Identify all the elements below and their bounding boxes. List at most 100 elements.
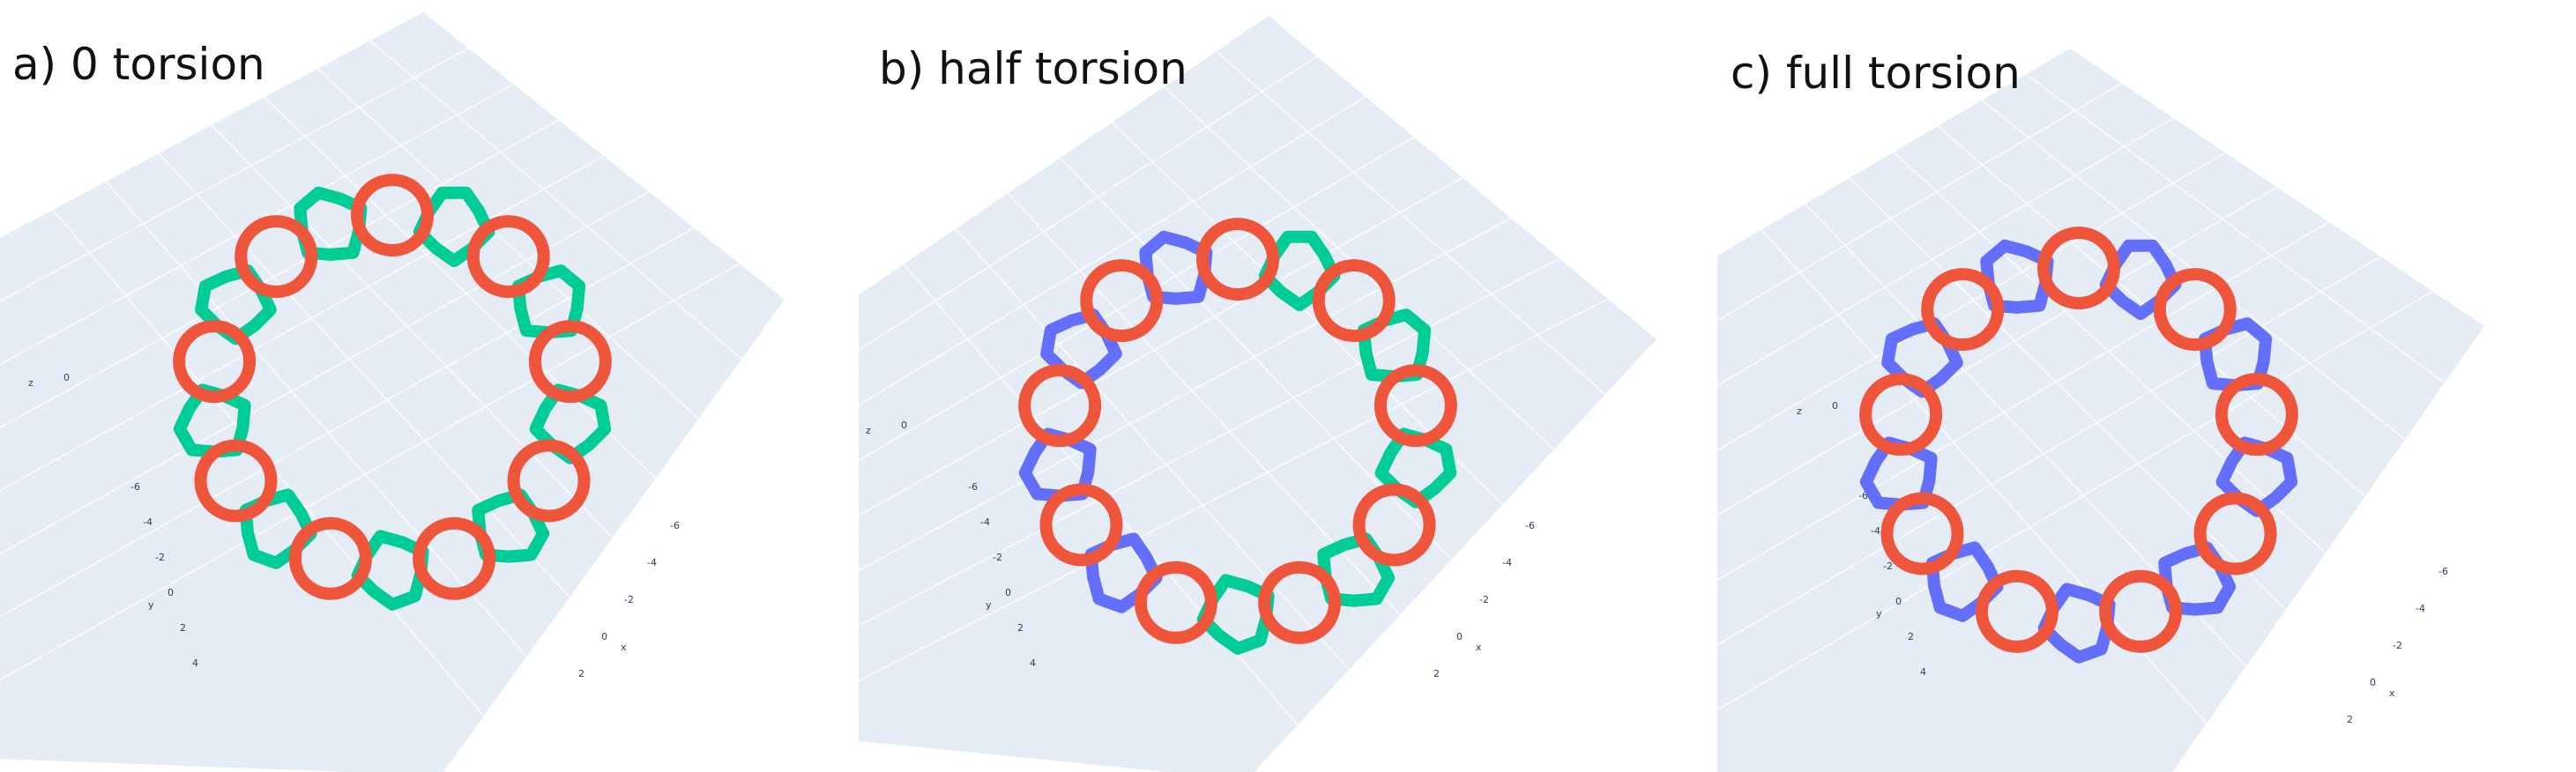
- knot-mark: [239, 488, 317, 569]
- x-tick-label: -6: [1525, 520, 1535, 531]
- grid-line: [0, 48, 469, 302]
- grid-line: [955, 228, 1350, 671]
- ring-circle-mark: [1258, 560, 1342, 644]
- y-tick-label: 0: [1005, 587, 1011, 598]
- x-tick-label: -2: [624, 594, 634, 605]
- y-tick-label: 0: [168, 587, 174, 598]
- grid-line: [1717, 256, 2381, 646]
- floor-plane: [0, 12, 785, 772]
- knot-mark: [1139, 230, 1213, 305]
- ring-circle-mark: [1374, 364, 1457, 448]
- ring-circle-mark: [2037, 226, 2120, 310]
- grid-line: [0, 263, 741, 681]
- grid-line: [859, 96, 1366, 406]
- ring-circle-mark: [173, 320, 257, 404]
- grid-line: [859, 176, 1463, 516]
- grid-line: [1717, 291, 2433, 711]
- grid-line: [1717, 117, 2174, 386]
- x-tick-label: -6: [670, 520, 680, 531]
- x-tick-label: 2: [2347, 714, 2353, 725]
- scene-floor: [1717, 48, 2484, 772]
- knot-mark: [1317, 532, 1396, 607]
- y-tick-label: -2: [993, 552, 1002, 563]
- grid-line: [105, 181, 527, 657]
- ring-circle-mark: [528, 320, 612, 404]
- scene-floor: [0, 12, 785, 772]
- knot-mark: [1196, 574, 1275, 655]
- x-tick-label: -2: [2393, 640, 2402, 651]
- ring-circle-mark: [1134, 560, 1217, 644]
- ring-circle-mark: [1039, 483, 1123, 567]
- ring-circle-mark: [2215, 373, 2298, 457]
- y-axis-label: y: [986, 599, 992, 611]
- ring-circle-mark: [1859, 373, 1943, 457]
- axis-ticks: z 0 -6 -4 -2 0 2 4 y -6 -4 -2 0 2 x: [866, 419, 1535, 679]
- scene-a[interactable]: z 0 -6 -4 -2 0 2 4 y -6 -4 -2 0 2 x: [0, 0, 859, 772]
- grid-line: [1849, 177, 2287, 611]
- knot-mark: [1925, 541, 2004, 622]
- axis-ticks: z 0 -6 -4 -2 0 2 4 y -6 -4 -2 0 2 x: [28, 372, 680, 679]
- knot-mark: [2099, 239, 2182, 321]
- z-tick-label: 0: [63, 372, 70, 383]
- grid-line: [859, 257, 1560, 627]
- y-tick-label: 4: [1030, 657, 1036, 669]
- y-tick-label: -4: [143, 516, 153, 528]
- panel-title-a: a) 0 torsion: [12, 39, 265, 90]
- ring-circle-mark: [1880, 492, 1964, 575]
- y-axis-label: y: [1876, 608, 1882, 620]
- x-tick-label: 0: [601, 631, 607, 642]
- knot-mark: [413, 186, 495, 268]
- ring-circle-mark: [1312, 259, 1396, 343]
- y-tick-label: 2: [1908, 631, 1914, 642]
- knot-mark: [2158, 541, 2237, 616]
- y-tick-label: -2: [155, 552, 165, 563]
- x-axis-label: x: [621, 642, 627, 653]
- ring-circle-mark: [351, 174, 434, 257]
- x-axis-label: x: [2389, 687, 2395, 699]
- knot-mark: [1881, 317, 1963, 398]
- ring-circle-mark: [2099, 569, 2183, 653]
- x-tick-label: 0: [2370, 677, 2376, 688]
- grid-line: [1717, 152, 2226, 451]
- floor-plane: [859, 16, 1657, 772]
- ring-circle-mark: [413, 516, 496, 600]
- x-tick-label: 2: [578, 668, 584, 679]
- z-axis-label: z: [866, 425, 871, 436]
- ring-circle-mark: [1921, 268, 2005, 352]
- knot-mark: [1040, 308, 1122, 390]
- grid-line: [0, 155, 605, 492]
- y-tick-label: 2: [1017, 622, 1024, 634]
- knot-mark: [294, 186, 368, 261]
- ring-circle-mark: [1018, 364, 1102, 448]
- knot-mark: [1358, 308, 1432, 383]
- ring-circle-mark: [1352, 483, 1436, 567]
- y-axis-label: y: [148, 599, 154, 611]
- panel-a: z 0 -6 -4 -2 0 2 4 y -6 -4 -2 0 2 x a) 0 torsion: [0, 0, 859, 772]
- ring-plot: [173, 174, 612, 611]
- y-tick-label: 4: [192, 657, 198, 669]
- ring-plot: [1018, 218, 1457, 655]
- scene-floor: [859, 16, 1657, 772]
- grid-line: [0, 119, 560, 428]
- grid-line: [1216, 50, 1606, 395]
- knot-mark: [529, 383, 612, 464]
- ring-circle-mark: [1080, 259, 1164, 343]
- y-tick-label: -4: [980, 516, 990, 528]
- grid-line: [859, 298, 1609, 682]
- ring-circle-mark: [194, 439, 278, 523]
- scene-c[interactable]: z 0 -6 -4 -2 0 2 4 y -6 -4 -2 0 2 x: [1717, 0, 2576, 772]
- knot-mark: [1018, 427, 1097, 502]
- x-tick-label: 2: [1433, 668, 1440, 679]
- knot-mark: [1258, 230, 1341, 312]
- grid-line: [2025, 73, 2446, 383]
- z-axis-label: z: [1797, 405, 1802, 417]
- scene-b[interactable]: z 0 -6 -4 -2 0 2 4 y -6 -4 -2 0 2 x: [859, 0, 1717, 772]
- knot-mark: [195, 264, 277, 345]
- panel-b: z 0 -6 -4 -2 0 2 4 y -6 -4 -2 0 2 x b) half torsion: [859, 0, 1717, 772]
- knot-mark: [472, 488, 550, 563]
- grid-line: [369, 40, 742, 360]
- y-tick-label: -2: [1883, 560, 1893, 572]
- z-axis-label: z: [28, 377, 34, 389]
- knot-mark: [173, 383, 251, 458]
- z-tick-label: 0: [901, 419, 907, 431]
